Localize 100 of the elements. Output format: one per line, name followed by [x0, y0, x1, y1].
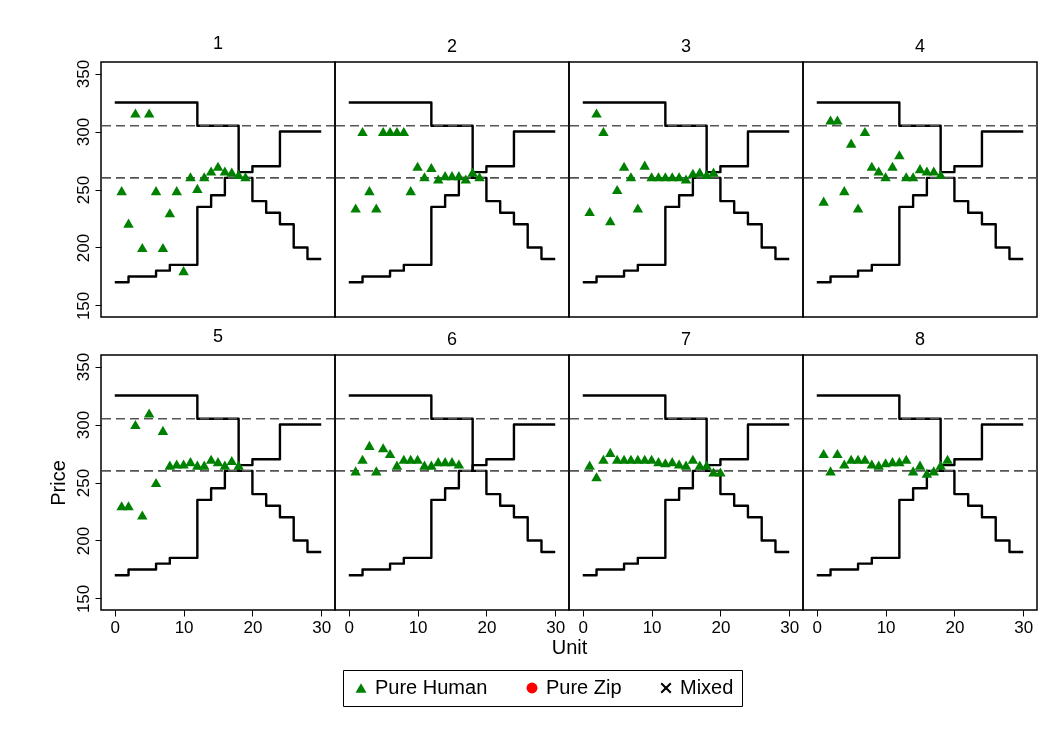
- point: [687, 454, 699, 464]
- point: [123, 218, 134, 228]
- point: [426, 460, 437, 470]
- point: [611, 184, 623, 195]
- point: [453, 459, 465, 469]
- x-tick-label: 0: [344, 617, 354, 637]
- chart-title: 6: [446, 329, 458, 349]
- point: [185, 457, 196, 467]
- point: [639, 160, 650, 170]
- x-tick-label: 10: [174, 617, 194, 637]
- y-tick-label: 150: [73, 291, 93, 321]
- point: [605, 216, 616, 226]
- point: [357, 127, 368, 137]
- point: [467, 167, 478, 177]
- point: [157, 425, 169, 435]
- point: [164, 208, 176, 218]
- y-tick-label: 200: [73, 526, 93, 556]
- x-tick-label: 20: [477, 617, 497, 637]
- point: [212, 161, 224, 171]
- point: [192, 183, 203, 193]
- point: [907, 466, 919, 476]
- y-tick-label: 350: [73, 59, 93, 89]
- chart-title: 5: [212, 326, 224, 347]
- point: [143, 408, 155, 418]
- point: [240, 172, 251, 182]
- point: [219, 460, 231, 470]
- point: [605, 447, 616, 457]
- y-tick-label: 200: [73, 233, 93, 263]
- point: [845, 138, 857, 148]
- point: [825, 466, 836, 476]
- point: [632, 203, 644, 213]
- point: [653, 457, 664, 467]
- point: [673, 172, 685, 182]
- point: [371, 466, 382, 476]
- point: [198, 460, 210, 470]
- point: [474, 172, 485, 182]
- point: [646, 454, 657, 464]
- chart-title: 4: [914, 36, 926, 56]
- point: [839, 186, 850, 196]
- point: [233, 460, 244, 470]
- point: [123, 501, 134, 511]
- point: [391, 460, 403, 470]
- point: [426, 162, 437, 173]
- point: [859, 454, 871, 464]
- point: [198, 172, 210, 182]
- chart-title: 7: [680, 329, 692, 349]
- point: [377, 443, 389, 453]
- point: [584, 206, 595, 217]
- point: [350, 466, 361, 476]
- point: [233, 169, 244, 179]
- chart-title: 8: [914, 329, 926, 349]
- point: [866, 161, 878, 171]
- x-tick-label: 20: [243, 617, 263, 637]
- x-tick-label: 30: [780, 617, 800, 637]
- point: [921, 468, 933, 478]
- point: [364, 440, 375, 450]
- point: [914, 460, 926, 470]
- point: [412, 161, 423, 171]
- point: [212, 457, 224, 467]
- point: [171, 186, 182, 196]
- y-tick-label: 300: [73, 410, 93, 440]
- x-axis-title: Unit: [551, 635, 588, 658]
- point: [584, 460, 595, 470]
- x-tick-label: 30: [546, 617, 566, 637]
- point: [226, 455, 238, 466]
- point: [715, 467, 726, 477]
- point: [873, 460, 884, 470]
- point: [935, 169, 946, 179]
- point: [205, 166, 217, 176]
- point: [598, 454, 609, 464]
- point: [591, 472, 602, 482]
- point: [137, 242, 148, 252]
- point: [680, 174, 692, 184]
- point: [818, 196, 829, 206]
- point: [116, 186, 127, 196]
- point: [880, 172, 891, 182]
- point: [384, 448, 396, 459]
- y-tick-label: 350: [73, 352, 93, 382]
- point: [143, 108, 155, 118]
- point: [591, 108, 602, 118]
- point: [157, 242, 169, 252]
- point: [460, 174, 472, 184]
- point: [185, 172, 196, 182]
- point: [350, 203, 361, 213]
- point: [357, 454, 368, 464]
- x-tick-label: 30: [1014, 617, 1034, 637]
- point: [907, 172, 919, 182]
- legend-label: Pure Human: [375, 676, 488, 698]
- point: [859, 127, 871, 137]
- chart-title: 1: [212, 33, 224, 54]
- point: [818, 448, 829, 459]
- point: [935, 460, 946, 470]
- point: [687, 168, 699, 178]
- point: [708, 167, 719, 177]
- point: [894, 150, 905, 160]
- y-tick-label: 250: [73, 468, 93, 498]
- point: [701, 460, 712, 470]
- point: [205, 454, 217, 464]
- y-axis-title: Price: [46, 460, 69, 506]
- point: [625, 172, 637, 182]
